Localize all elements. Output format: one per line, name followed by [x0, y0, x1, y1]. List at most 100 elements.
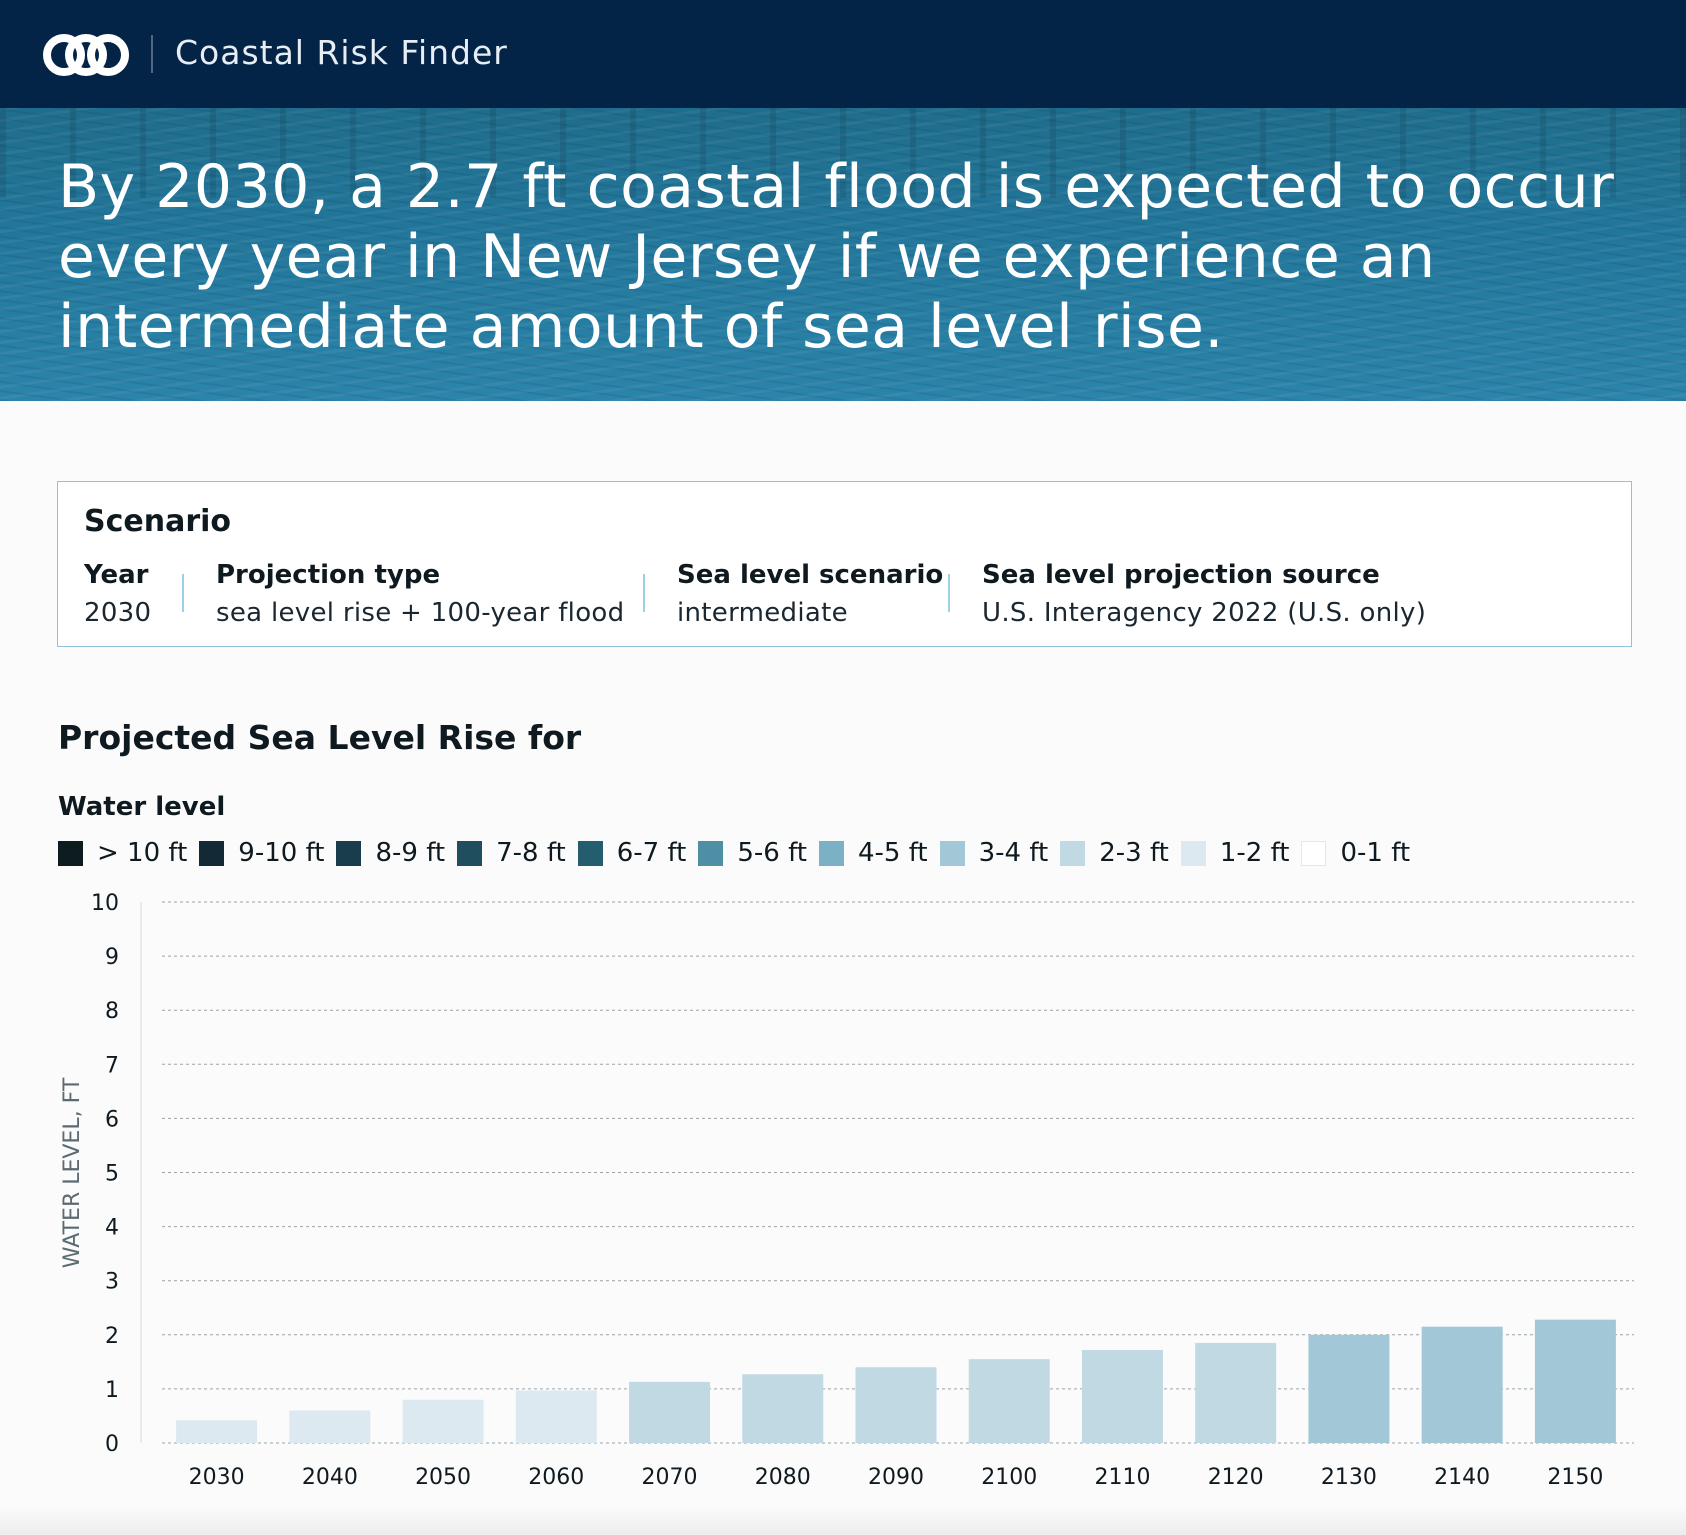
legend-swatch [336, 840, 362, 866]
legend-title: Water level [58, 792, 226, 822]
y-tick-label: 0 [105, 1432, 119, 1457]
bar [1534, 1319, 1616, 1443]
legend-label: 0-1 ft [1340, 838, 1411, 868]
legend-item: 7-8 ft [457, 838, 566, 868]
x-tick-label: 2040 [302, 1465, 358, 1490]
x-tick-label: 2080 [755, 1465, 811, 1490]
legend-label: 5-6 ft [737, 838, 807, 868]
legend-label: 1-2 ft [1219, 838, 1290, 868]
bottom-shadow [0, 1505, 1686, 1535]
app-title[interactable]: Coastal Risk Finder [175, 33, 508, 72]
legend-swatch [1180, 840, 1206, 866]
legend-label: 2-3 ft [1099, 838, 1169, 868]
legend-item: 6-7 ft [577, 838, 687, 868]
y-tick-label: 4 [105, 1216, 119, 1241]
x-tick-label: 2090 [868, 1465, 924, 1490]
legend-label: 6-7 ft [616, 838, 687, 868]
field-divider [182, 574, 184, 612]
y-tick-label: 1 [105, 1378, 119, 1403]
legend: > 10 ft 9-10 ft 8-9 ft 7-8 ft 6-7 ft 5-6 ft 4-… [58, 838, 1422, 868]
bar [855, 1367, 937, 1443]
field-projection-type-value: sea level rise + 100-year flood [216, 598, 625, 628]
bar [968, 1359, 1050, 1443]
legend-label: 4-5 ft [857, 838, 928, 868]
y-tick-label: 7 [105, 1053, 119, 1078]
legend-item: 8-9 ft [336, 838, 445, 868]
legend-label: 7-8 ft [496, 838, 566, 868]
x-tick-label: 2150 [1547, 1465, 1603, 1490]
x-tick-label: 2120 [1208, 1465, 1264, 1490]
y-tick-label: 6 [105, 1107, 119, 1132]
field-projection-type-label: Projection type [216, 560, 441, 590]
x-tick-label: 2030 [189, 1465, 245, 1490]
field-divider [948, 574, 950, 612]
y-axis-title: WATER LEVEL, FT [60, 1077, 85, 1268]
bar [1421, 1326, 1503, 1443]
field-projection-source-value: U.S. Interagency 2022 (U.S. only) [982, 598, 1427, 628]
legend-item: 4-5 ft [818, 838, 928, 868]
bar [1081, 1349, 1163, 1443]
bar [402, 1399, 484, 1443]
bar [629, 1381, 711, 1443]
legend-item: > 10 ft [58, 838, 187, 868]
scenario-title: Scenario [84, 504, 232, 539]
bar [742, 1374, 824, 1443]
legend-swatch [199, 840, 225, 866]
bar [289, 1410, 371, 1443]
bar [1308, 1334, 1390, 1443]
hero-headline: By 2030, a 2.7 ft coastal flood is expec… [58, 152, 1615, 362]
logo-icon[interactable] [42, 33, 130, 77]
legend-item: 2-3 ft [1060, 838, 1169, 868]
legend-label: 3-4 ft [978, 838, 1049, 868]
legend-swatch [698, 840, 724, 866]
chart-title: Projected Sea Level Rise for [58, 718, 582, 757]
legend-item: 3-4 ft [939, 838, 1049, 868]
legend-swatch [818, 840, 844, 866]
field-sea-level-scenario: Sea level scenario intermediate [677, 560, 943, 628]
x-tick-label: 2060 [528, 1465, 584, 1490]
legend-swatch [1301, 840, 1327, 866]
field-year: Year 2030 [84, 560, 151, 628]
field-sea-level-scenario-value: intermediate [677, 598, 848, 628]
legend-swatch [939, 840, 965, 866]
top-bar: Coastal Risk Finder [0, 0, 1686, 108]
field-year-value: 2030 [84, 598, 152, 628]
bar [515, 1390, 597, 1443]
field-divider [643, 574, 645, 612]
brand-divider [151, 35, 153, 73]
y-tick-label: 5 [105, 1162, 119, 1187]
y-tick-label: 3 [105, 1270, 119, 1295]
legend-swatch [58, 840, 83, 866]
y-tick-label: 8 [105, 999, 119, 1024]
x-axis-title: YEAR [868, 1503, 927, 1505]
legend-swatch [457, 840, 483, 866]
bar [176, 1420, 258, 1443]
bar-chart: 0 1 2 3 4 5 6 7 8 9 10 2030 2040 2050 2060 2070 2080 2090… [60, 891, 1634, 1505]
field-projection-type: Projection type sea level rise + 100-yea… [216, 560, 624, 628]
hero-banner: By 2030, a 2.7 ft coastal flood is expec… [0, 108, 1686, 401]
legend-item: 0-1 ft [1301, 838, 1410, 868]
scenario-card: Scenario Year 2030 Projection type sea l… [57, 481, 1632, 647]
legend-label: 9-10 ft [238, 838, 325, 868]
x-tick-label: 2110 [1094, 1465, 1150, 1490]
field-year-label: Year [84, 560, 149, 590]
legend-label: > 10 ft [97, 838, 188, 868]
y-tick-label: 10 [91, 891, 119, 916]
field-projection-source-label: Sea level projection source [982, 560, 1380, 590]
legend-item: 9-10 ft [199, 838, 324, 868]
x-tick-label: 2050 [415, 1465, 471, 1490]
bar [1195, 1342, 1277, 1443]
field-projection-source: Sea level projection source U.S. Interag… [982, 560, 1426, 628]
y-tick-label: 9 [105, 945, 119, 970]
field-sea-level-scenario-label: Sea level scenario [677, 560, 944, 590]
legend-label: 8-9 ft [375, 838, 446, 868]
x-tick-label: 2070 [642, 1465, 698, 1490]
x-tick-label: 2100 [981, 1465, 1037, 1490]
x-tick-label: 2140 [1434, 1465, 1490, 1490]
legend-item: 5-6 ft [698, 838, 807, 868]
y-tick-label: 2 [105, 1324, 119, 1349]
legend-swatch [577, 840, 603, 866]
legend-item: 1-2 ft [1180, 838, 1290, 868]
legend-swatch [1060, 840, 1086, 866]
x-tick-label: 2130 [1321, 1465, 1377, 1490]
